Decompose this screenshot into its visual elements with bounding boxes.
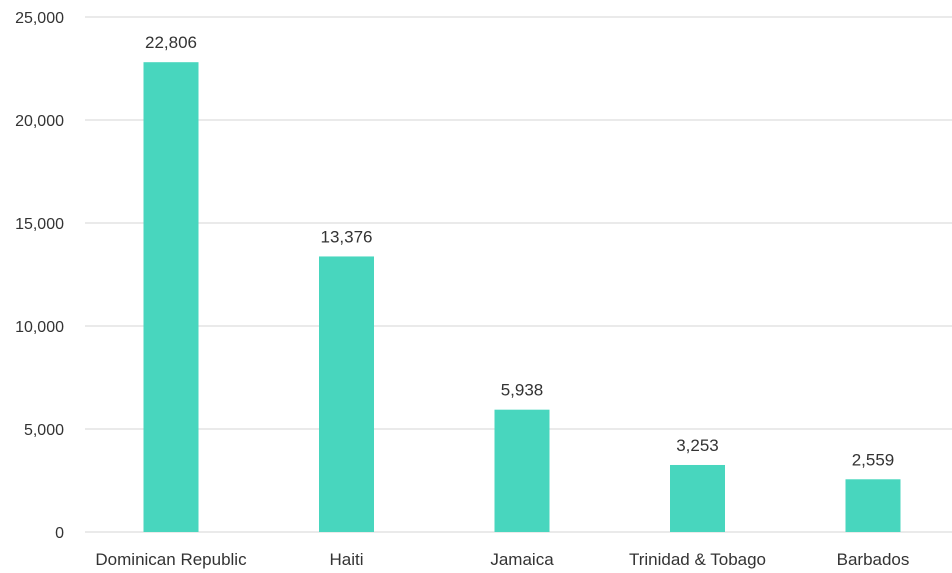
y-tick-label: 15,000: [15, 216, 64, 233]
bar: [319, 256, 374, 532]
data-label: 3,253: [676, 436, 719, 455]
bar: [845, 479, 901, 532]
y-tick-label: 20,000: [15, 113, 64, 130]
data-label: 22,806: [145, 33, 197, 52]
x-tick-label: Barbados: [837, 550, 910, 569]
gridlines: [85, 16, 952, 533]
bar: [494, 409, 550, 532]
bar: [143, 62, 199, 532]
y-tick-label: 0: [55, 525, 64, 542]
bar: [670, 464, 725, 532]
x-axis-ticks: Dominican Republic Haiti Jamaica Trinidad &…: [95, 550, 909, 569]
y-tick-label: 10,000: [15, 319, 64, 336]
y-tick-label: 5,000: [24, 422, 64, 439]
data-label: 5,938: [501, 381, 544, 400]
data-label: 2,559: [852, 450, 895, 469]
y-tick-label: 25,000: [15, 10, 64, 27]
data-labels: 22,806 13,376 5,938 3,253 2,559: [145, 33, 894, 469]
x-tick-label: Haiti: [329, 550, 363, 569]
x-tick-label: Dominican Republic: [95, 550, 247, 569]
y-axis-ticks: 0 5,000 10,000 15,000 20,000 25,000: [15, 10, 64, 542]
x-tick-label: Jamaica: [490, 550, 554, 569]
bars: [143, 62, 901, 532]
x-tick-label: Trinidad & Tobago: [629, 550, 766, 569]
data-label: 13,376: [321, 227, 373, 246]
